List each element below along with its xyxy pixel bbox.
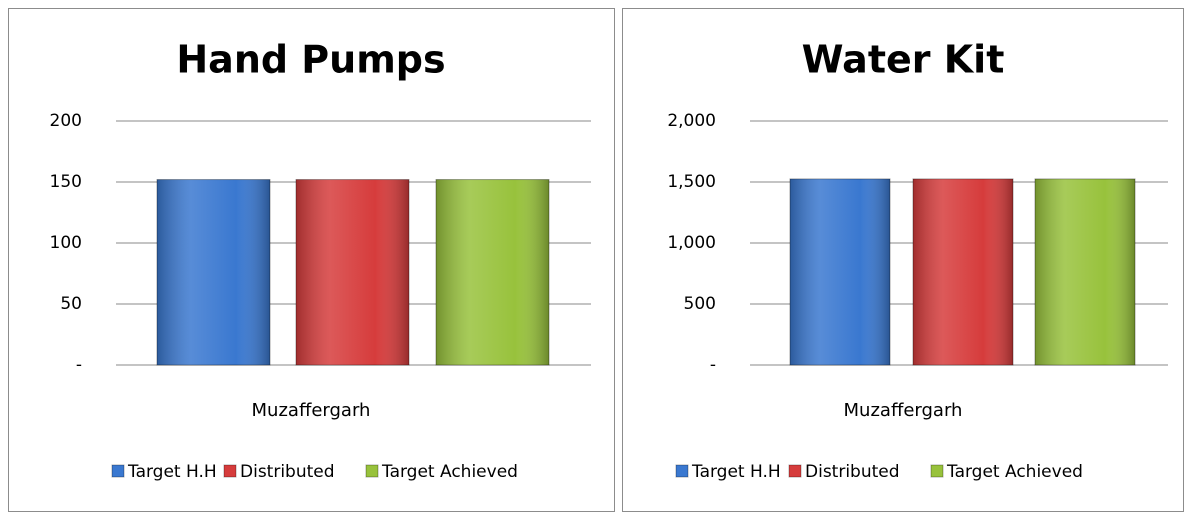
- y-tick-label: 1,500: [667, 172, 716, 192]
- legend-label: Target Achieved: [946, 462, 1083, 482]
- bar-shade: [296, 179, 409, 365]
- chart-title: Water Kit: [802, 38, 1005, 82]
- bar-shade: [1035, 178, 1135, 365]
- bar-shade: [436, 179, 549, 365]
- legend-label: Distributed: [240, 462, 335, 482]
- legend-swatch: [365, 464, 379, 478]
- legend-swatch: [675, 464, 689, 478]
- legend-label: Target H.H: [691, 462, 781, 482]
- y-tick-label: 500: [684, 294, 716, 314]
- legend-swatch: [788, 464, 802, 478]
- y-tick-label: -: [710, 355, 716, 375]
- bar-shade: [790, 178, 890, 365]
- legend-swatch: [223, 464, 237, 478]
- bar-shade: [157, 179, 270, 365]
- y-tick-label: 200: [50, 111, 82, 131]
- legend-label: Target H.H: [127, 462, 217, 482]
- x-tick-label: Muzaffergarh: [844, 400, 963, 421]
- y-tick-label: 1,000: [667, 233, 716, 253]
- legend-swatch: [111, 464, 125, 478]
- y-tick-label: 100: [50, 233, 82, 253]
- chart-title: Hand Pumps: [176, 38, 445, 82]
- legend-label: Target Achieved: [381, 462, 518, 482]
- legend-swatch: [930, 464, 944, 478]
- y-tick-label: 2,000: [667, 111, 716, 131]
- y-tick-label: 150: [50, 172, 82, 192]
- legend-label: Distributed: [805, 462, 900, 482]
- y-tick-label: -: [76, 355, 82, 375]
- y-tick-label: 50: [60, 294, 82, 314]
- bar-shade: [913, 178, 1013, 365]
- x-tick-label: Muzaffergarh: [252, 400, 371, 421]
